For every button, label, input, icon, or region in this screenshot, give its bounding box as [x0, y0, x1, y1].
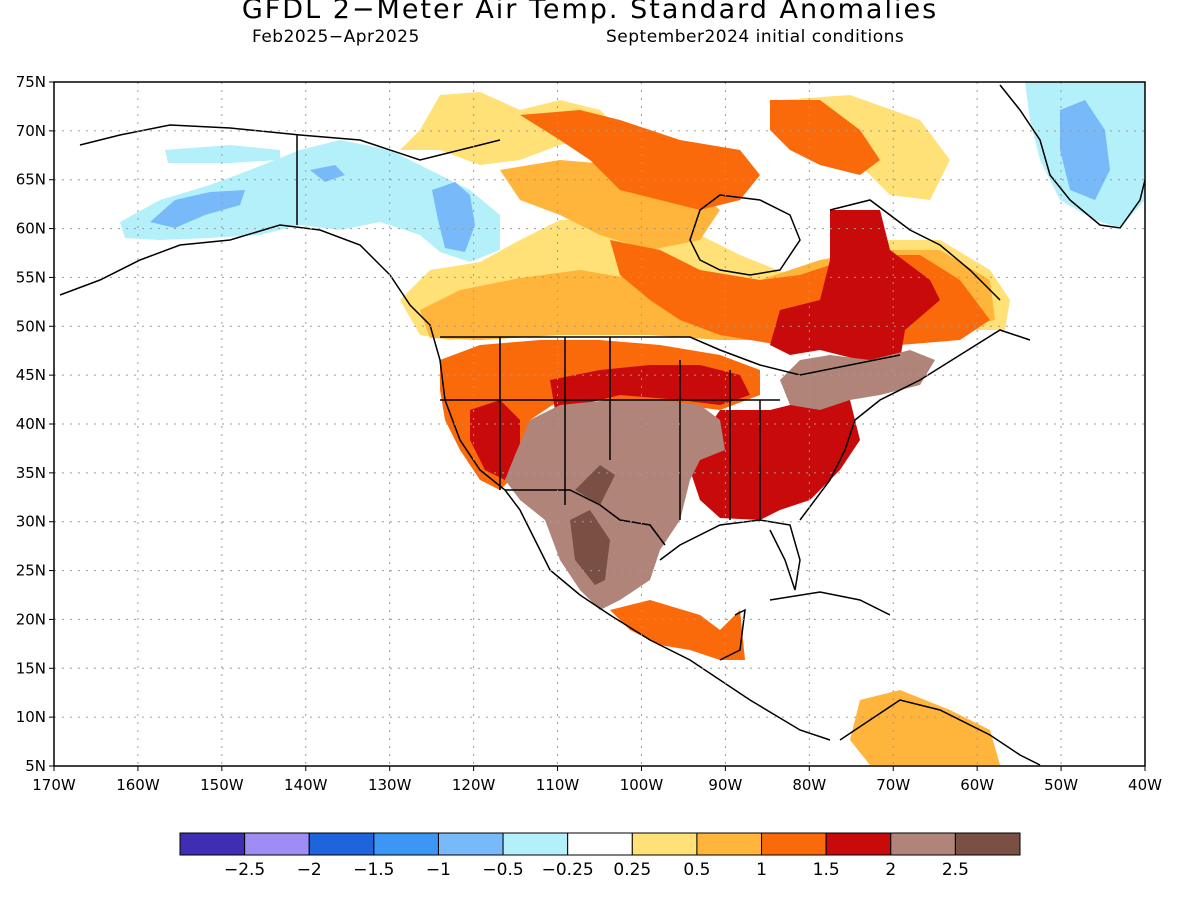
- lat-tick-label: 50N: [16, 317, 46, 335]
- colorbar-label: 0.25: [613, 860, 651, 880]
- colorbar-label: 2.5: [942, 860, 969, 880]
- coastline-gulf: [659, 519, 801, 591]
- colorbar-swatch: [437, 832, 504, 856]
- anomaly-region-arctic-dark-orange: [520, 110, 760, 210]
- colorbar-label: −0.25: [542, 860, 594, 880]
- coastline-alaska-north: [79, 124, 501, 161]
- lon-tick-label: 90W: [708, 776, 742, 794]
- colorbar-label: 1: [756, 860, 767, 880]
- border-us-states-grid: [440, 337, 780, 520]
- colorbar-legend: −2.5 −2 −1.5 −1 −0.5 −0.25 0.25 0.5 1 1.5 2 2.5: [179, 832, 1021, 880]
- anomaly-region-alaska-light-blue: [120, 140, 500, 262]
- anomaly-region-east-canada-red: [770, 210, 940, 360]
- lon-tick-label: 150W: [200, 776, 244, 794]
- anomaly-region-southwest-brown: [505, 400, 725, 610]
- coastlines: [59, 84, 1145, 766]
- colorbar-swatch: [696, 832, 763, 856]
- lat-tick-label: 10N: [16, 708, 46, 726]
- forecast-period: Feb2025−Apr2025: [252, 27, 420, 47]
- colorbar-label: −1: [426, 860, 451, 880]
- lon-tick-label: 110W: [536, 776, 580, 794]
- lat-tick-label: 5N: [25, 757, 46, 775]
- lat-tick-label: 70N: [16, 122, 46, 140]
- lat-tick-label: 15N: [16, 659, 46, 677]
- lon-tick-label: 100W: [620, 776, 664, 794]
- graticule: [49, 81, 1146, 771]
- coastline-cuba: [769, 591, 891, 616]
- colorbar-swatch: [179, 832, 246, 856]
- lat-tick-label: 60N: [16, 220, 46, 238]
- anomaly-region-alaska-light-blue-north: [165, 145, 280, 163]
- anomaly-region-greenland-blue: [1060, 100, 1110, 200]
- lat-tick-label: 55N: [16, 268, 46, 286]
- lon-tick-label: 40W: [1128, 776, 1162, 794]
- colorbar-label: −0.5: [482, 860, 523, 880]
- colorbar-label: 2: [885, 860, 896, 880]
- lon-tick-label: 160W: [116, 776, 160, 794]
- coastline-east: [799, 329, 1031, 521]
- lat-tick-label: 65N: [16, 171, 46, 189]
- colorbar-swatch: [761, 832, 827, 856]
- coastline-south-america: [839, 699, 1041, 766]
- coastline-greenland: [999, 84, 1145, 229]
- initial-conditions: September2024 initial conditions: [606, 27, 905, 47]
- lon-tick-label: 50W: [1044, 776, 1078, 794]
- lat-tick-label: 40N: [16, 415, 46, 433]
- anomaly-region-southeast-red: [690, 400, 860, 520]
- lon-tick-label: 170W: [32, 776, 76, 794]
- map-frame: [53, 81, 1146, 767]
- colorbar-swatch: [502, 832, 569, 856]
- lat-tick-label: 20N: [16, 610, 46, 628]
- colorbar-swatch: [308, 832, 375, 856]
- colorbar-swatch: [373, 832, 439, 856]
- colorbar-swatch: [244, 832, 310, 856]
- colorbar-label: −1.5: [353, 860, 394, 880]
- colorbar-label: 1.5: [813, 860, 840, 880]
- lat-tick-label: 30N: [16, 513, 46, 531]
- anomaly-region-alaska-blue: [150, 190, 245, 228]
- anomaly-region-yukon-blue: [432, 182, 475, 252]
- anomaly-region-southwest-dark-brown: [575, 465, 615, 505]
- border-us-mexico: [505, 489, 666, 546]
- coastline-hudson-bay: [689, 194, 801, 276]
- anomaly-region-arctic-yellow: [400, 92, 620, 165]
- anomaly-region-northeast-brown: [780, 350, 935, 410]
- lon-tick-label: 120W: [452, 776, 496, 794]
- colorbar-label: −2: [297, 860, 322, 880]
- anomaly-region-mexico-dark-orange: [610, 600, 745, 660]
- lon-tick-label: 130W: [368, 776, 412, 794]
- colorbar-swatch: [567, 832, 633, 856]
- colorbar-label: 0.5: [683, 860, 710, 880]
- anomaly-field: [120, 82, 1145, 765]
- anomaly-region-mexico-dark-brown: [570, 510, 610, 585]
- colorbar-swatch: [825, 832, 892, 856]
- coastline-north-america-west: [59, 224, 831, 741]
- colorbar-label: −2.5: [224, 860, 265, 880]
- anomaly-region-southwest-red: [470, 400, 520, 480]
- lon-tick-label: 80W: [792, 776, 826, 794]
- colorbar-swatch: [890, 832, 956, 856]
- lon-tick-label: 140W: [284, 776, 328, 794]
- anomaly-region-east-arctic-dark-orange: [770, 100, 880, 175]
- lat-tick-label: 35N: [16, 464, 46, 482]
- lat-tick-label: 75N: [16, 73, 46, 91]
- coastline-yucatan: [719, 608, 746, 661]
- map-title: GFDL 2−Meter Air Temp. Standard Anomalie…: [241, 0, 939, 25]
- lon-tick-label: 70W: [876, 776, 910, 794]
- border-us-canada: [440, 336, 901, 376]
- lat-tick-label: 25N: [16, 562, 46, 580]
- longitude-labels: 170W 160W 150W 140W 130W 120W 110W 100W 90W 80W 70…: [32, 776, 1162, 794]
- coastline-labrador: [829, 199, 1001, 301]
- anomaly-region-alaska-blue-2: [310, 165, 345, 182]
- anomaly-region-sa-orange: [850, 690, 1000, 765]
- lon-tick-label: 60W: [960, 776, 994, 794]
- colorbar-swatch: [631, 832, 698, 856]
- anomaly-region-plains-red: [550, 365, 750, 410]
- colorbar-swatch: [954, 832, 1021, 856]
- latitude-labels: 75N 70N 65N 60N 55N 50N 45N 40N 35N 30N 25N 20N 15N 1…: [16, 73, 46, 775]
- lat-tick-label: 45N: [16, 366, 46, 384]
